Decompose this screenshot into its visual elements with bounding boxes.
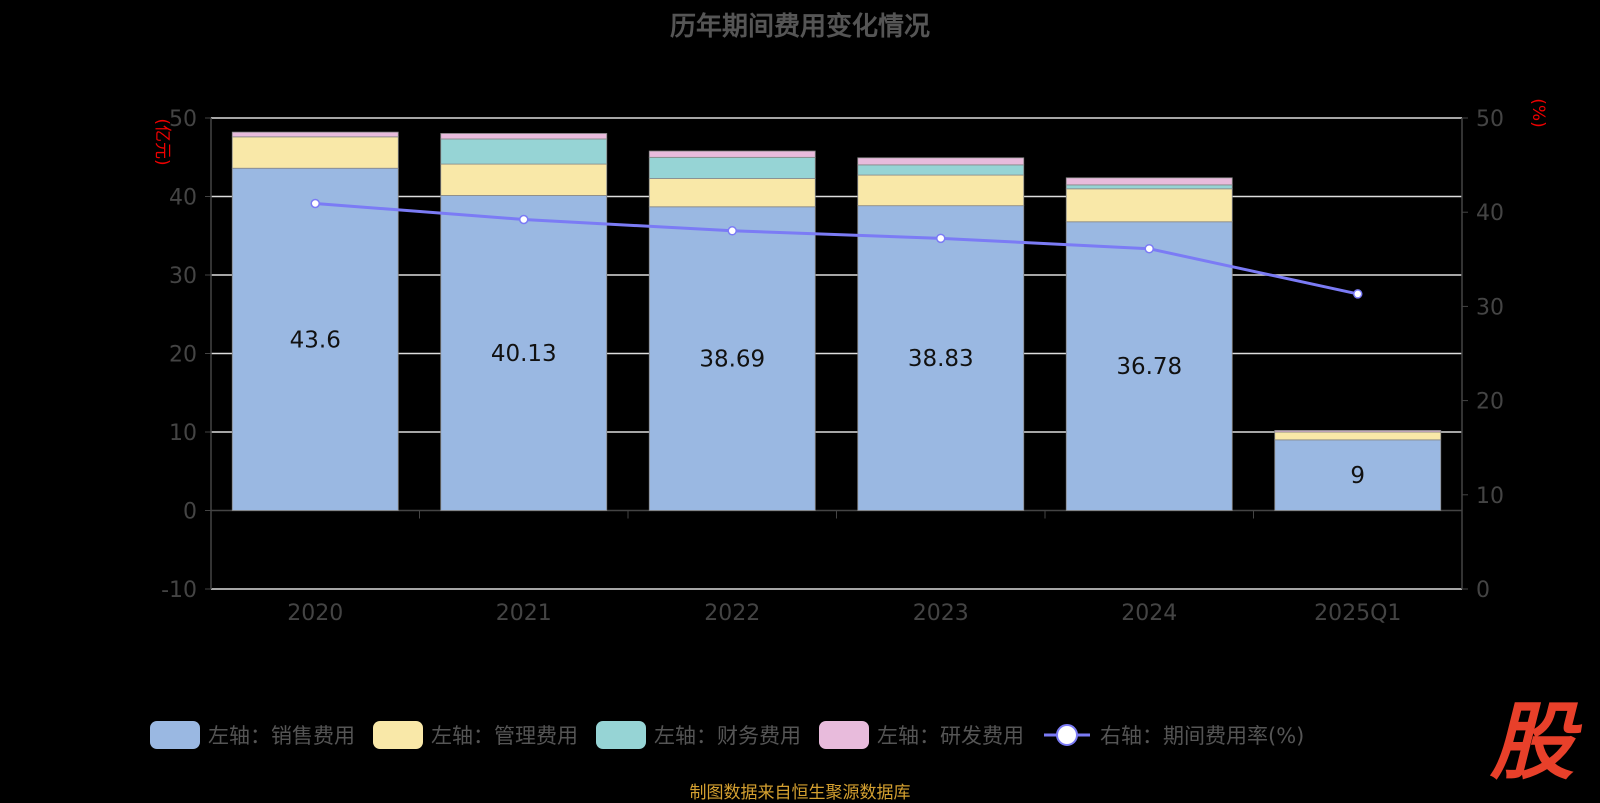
y2-tick-label: 0 xyxy=(1476,578,1490,603)
legend-label: 左轴：销售费用 xyxy=(208,724,355,748)
y-tick-label: -10 xyxy=(161,578,197,603)
y-tick-label: 0 xyxy=(183,500,197,525)
y2-tick-label: 40 xyxy=(1476,201,1504,226)
y2-tick-label: 20 xyxy=(1476,390,1504,415)
legend: 左轴：销售费用 左轴：管理费用 左轴：财务费用 左轴：研发费用 右轴：期间费用率… xyxy=(150,720,1304,750)
bar-segment xyxy=(1065,221,1233,511)
bar-segment xyxy=(648,206,816,511)
bar-segment xyxy=(648,156,816,179)
rate-point xyxy=(936,233,946,244)
y-tick-label: 50 xyxy=(169,107,197,132)
legend-label: 左轴：管理费用 xyxy=(431,724,578,748)
bar-segment xyxy=(440,133,608,140)
data-source-footer: 制图数据来自恒生聚源数据库 xyxy=(689,783,911,803)
bar-segment xyxy=(857,164,1025,176)
bar-segment xyxy=(440,138,608,165)
y-tick-label: 40 xyxy=(169,186,197,211)
bar-value-label: 38.69 xyxy=(699,347,765,373)
bar-segment xyxy=(231,136,399,169)
rate-point xyxy=(1144,243,1154,254)
bar-value-label: 40.13 xyxy=(491,341,557,367)
bar-value-label: 9 xyxy=(1350,463,1365,489)
y-tick-label: 10 xyxy=(169,421,197,446)
legend-label: 右轴：期间费用率(%) xyxy=(1100,724,1305,748)
x-tick-label: 2020 xyxy=(287,601,343,626)
bar-segment xyxy=(1065,184,1233,190)
legend-label: 左轴：财务费用 xyxy=(654,724,801,748)
bar-value-label: 38.83 xyxy=(908,346,974,372)
y-tick-label: 30 xyxy=(169,264,197,289)
y2-tick-label: 10 xyxy=(1476,484,1504,509)
legend-swatch xyxy=(819,721,869,749)
bar-segment xyxy=(231,131,399,138)
x-tick-label: 2022 xyxy=(704,601,760,626)
legend-item-finance[interactable]: 左轴：财务费用 xyxy=(596,720,801,750)
bar-segment xyxy=(857,157,1025,166)
bar-segment xyxy=(648,178,816,208)
rate-point xyxy=(727,226,737,236)
x-tick-label: 2025Q1 xyxy=(1314,601,1401,626)
legend-swatch xyxy=(150,721,200,749)
bar-segment xyxy=(1274,430,1442,433)
bar-segment xyxy=(1274,439,1442,511)
x-tick-label: 2024 xyxy=(1121,601,1177,626)
bar-segment xyxy=(440,195,608,511)
bar-segment xyxy=(1065,177,1233,186)
x-tick-label: 2023 xyxy=(913,601,969,626)
bar-value-label: 43.6 xyxy=(290,327,341,353)
bar-segment xyxy=(440,163,608,196)
bar-segment xyxy=(857,174,1025,207)
line-marker-icon xyxy=(1044,724,1090,746)
bar-value-label: 36.78 xyxy=(1116,354,1182,380)
rate-point xyxy=(519,214,529,225)
y-tick-label: 20 xyxy=(169,343,197,368)
bar-segment xyxy=(1274,431,1442,441)
y-axis-title: (亿元) xyxy=(152,118,172,165)
legend-item-sales[interactable]: 左轴：销售费用 xyxy=(150,720,355,750)
legend-item-admin[interactable]: 左轴：管理费用 xyxy=(373,720,578,750)
rate-line xyxy=(315,201,1359,296)
legend-swatch xyxy=(373,721,423,749)
rate-point xyxy=(1353,289,1363,299)
y2-tick-label: 30 xyxy=(1476,295,1504,320)
x-tick-label: 2021 xyxy=(496,601,552,626)
legend-label: 左轴：研发费用 xyxy=(877,724,1024,748)
bar-segment xyxy=(1065,188,1233,223)
bar-segment xyxy=(231,167,399,511)
chart-title: 历年期间费用变化情况 xyxy=(669,12,930,42)
brand-logo: 股 xyxy=(1490,693,1575,791)
bar-segment xyxy=(648,150,816,158)
legend-swatch xyxy=(596,721,646,749)
rate-point xyxy=(310,198,320,209)
legend-item-rd[interactable]: 左轴：研发费用 xyxy=(819,720,1024,750)
legend-item-rate[interactable]: 右轴：期间费用率(%) xyxy=(1042,720,1304,750)
chart-plot: -100102030405001020304050(亿元)(%)202043.6… xyxy=(152,98,1548,626)
y2-axis-title: (%) xyxy=(1528,98,1548,127)
y2-tick-label: 50 xyxy=(1476,107,1504,132)
